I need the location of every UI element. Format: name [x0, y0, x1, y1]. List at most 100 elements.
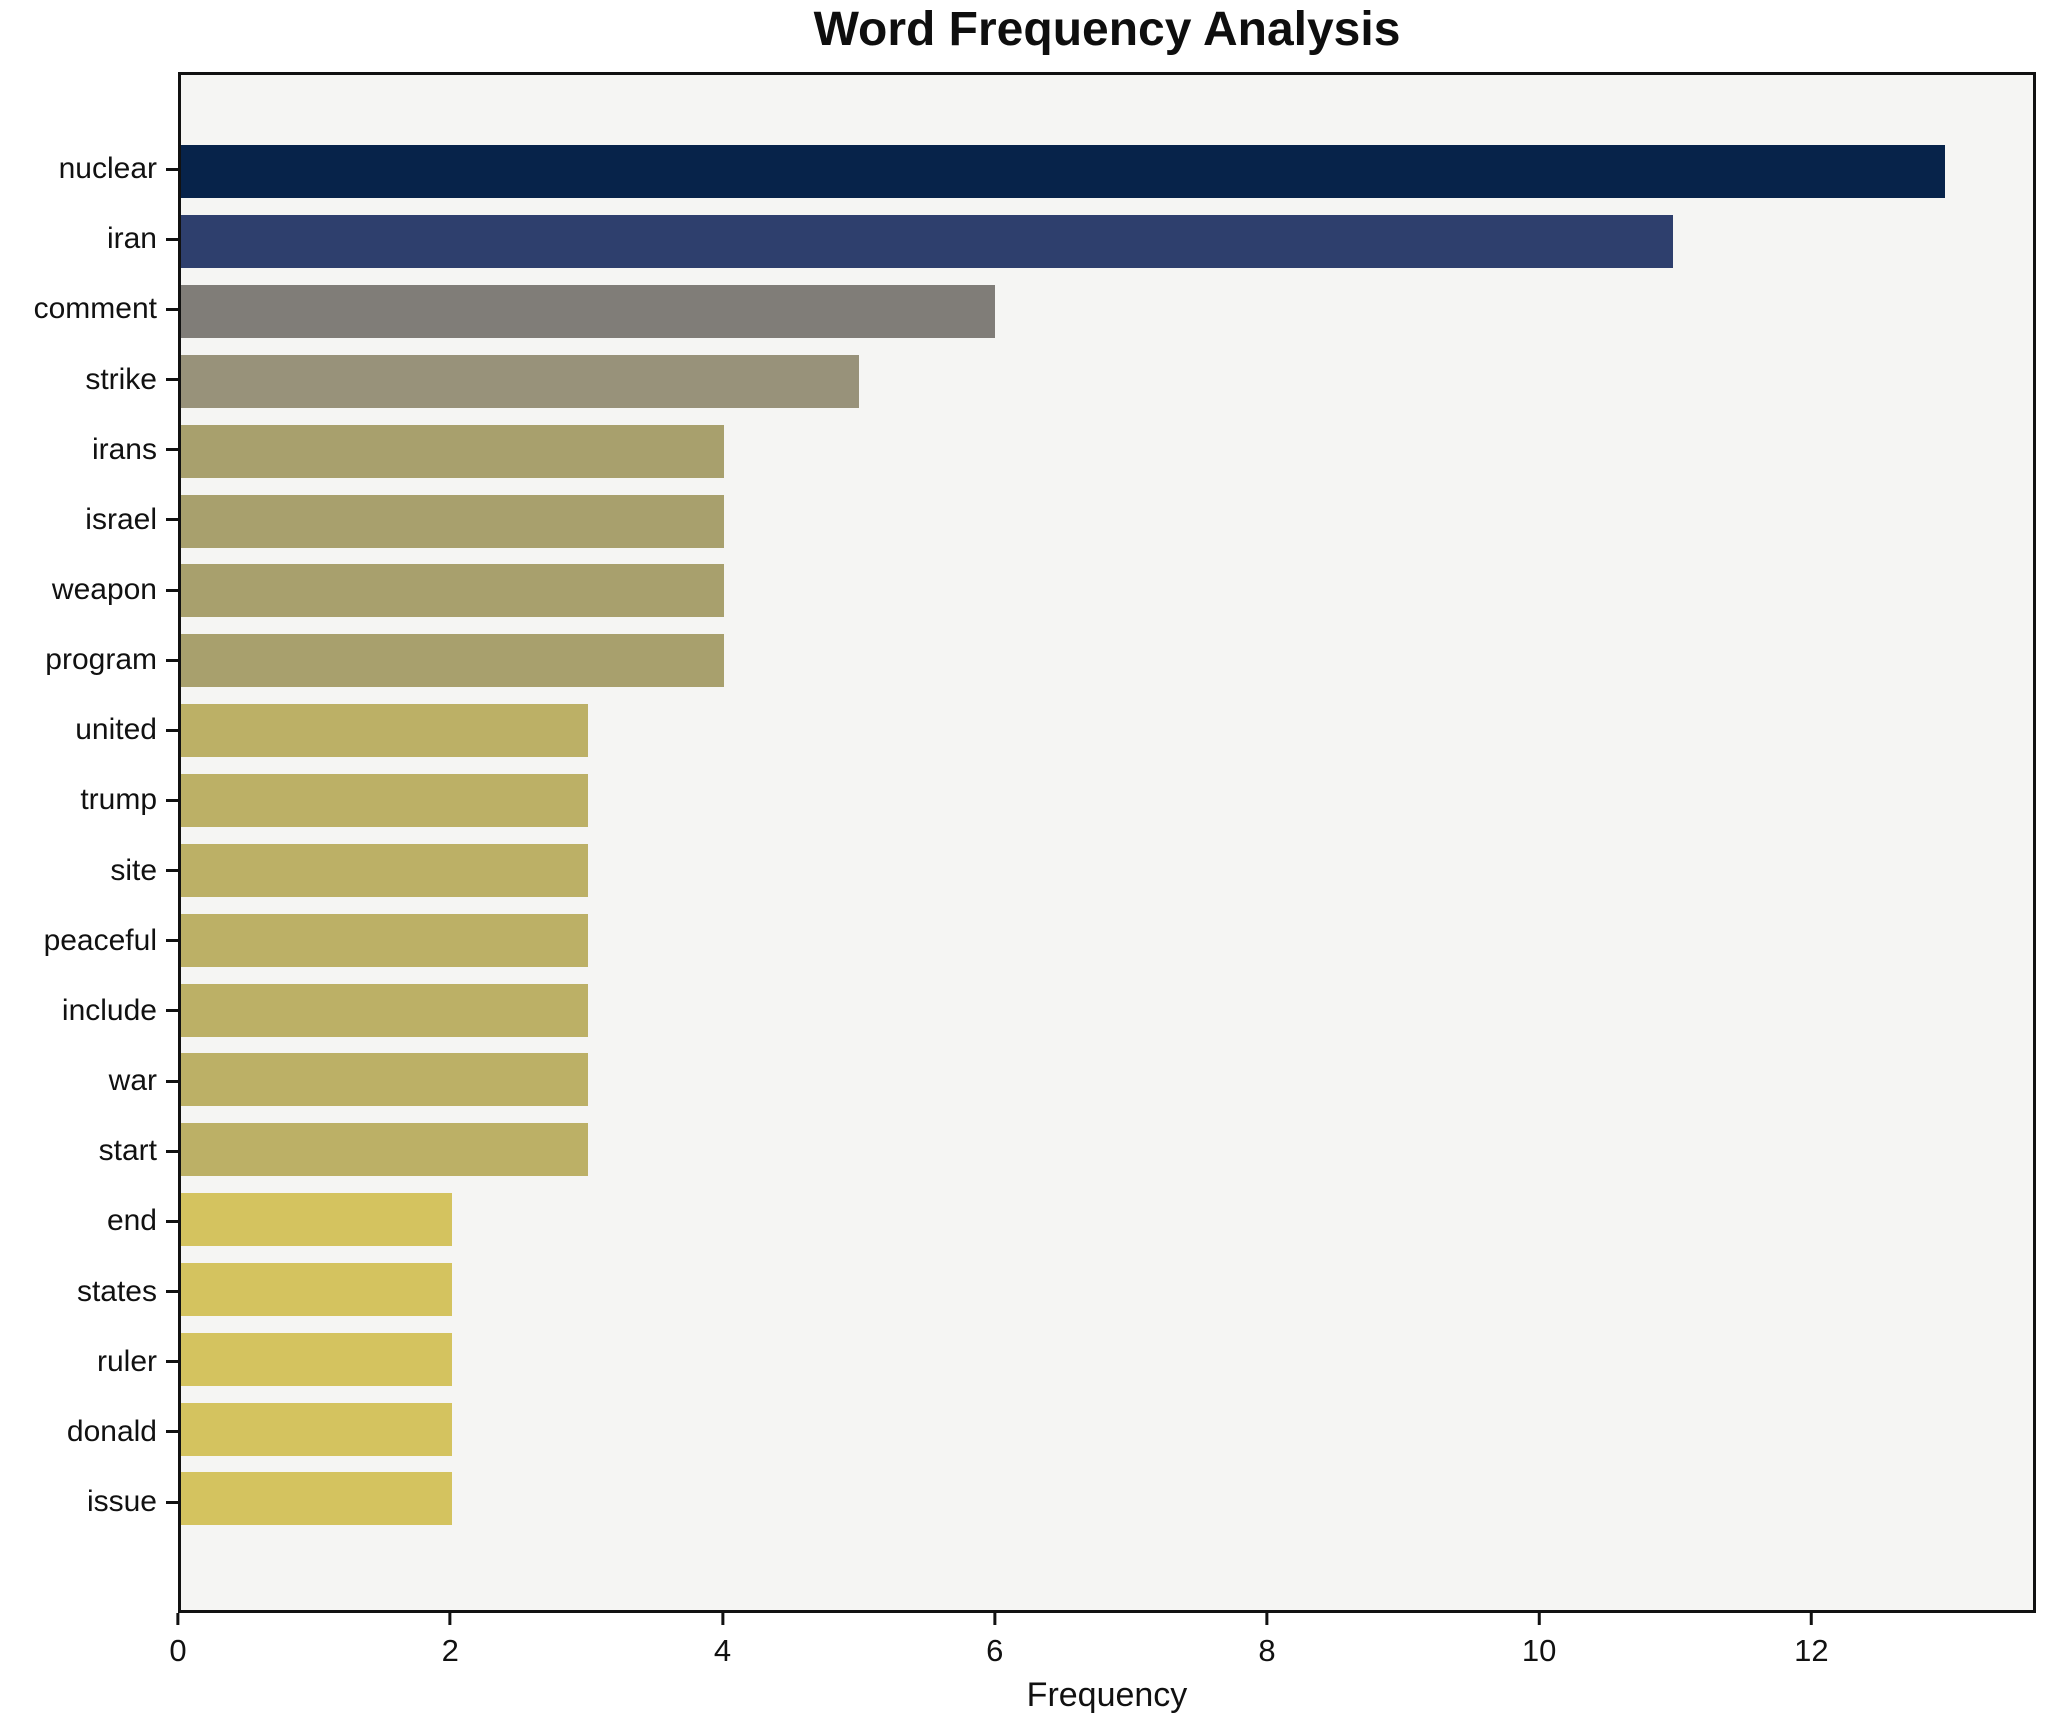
x-tick-label: 6 [986, 1633, 1004, 1668]
x-tick-label: 10 [1521, 1633, 1557, 1668]
bar-end [181, 1193, 453, 1247]
y-tick-mark [166, 518, 178, 522]
x-tick-10: 10 [1522, 1613, 1556, 1669]
bar-row [181, 975, 2033, 1045]
bar-row [181, 277, 2033, 347]
y-tick-row: iran [0, 204, 178, 274]
y-tick-mark [166, 1009, 178, 1013]
y-tick-label-states: states [76, 1274, 157, 1308]
y-tick-mark [166, 1149, 178, 1153]
y-tick-mark [166, 1360, 178, 1364]
y-tick-mark [166, 728, 178, 732]
y-tick-row: peaceful [0, 906, 178, 976]
bar-program [181, 634, 724, 688]
bar-row [181, 835, 2033, 905]
bar-row [181, 1045, 2033, 1115]
y-tick-mark [166, 939, 178, 943]
y-tick-label-nuclear: nuclear [58, 152, 157, 186]
x-tick-4: 4 [714, 1613, 731, 1669]
bar-issue [181, 1472, 453, 1526]
bar-united [181, 704, 589, 758]
y-tick-row: war [0, 1046, 178, 1116]
plot-rows [181, 75, 2033, 1610]
y-tick-row: israel [0, 485, 178, 555]
bar-start [181, 1123, 589, 1177]
bar-row [181, 696, 2033, 766]
bar-nuclear [181, 145, 1945, 199]
bar-row [181, 207, 2033, 277]
y-tick-mark [166, 1500, 178, 1504]
y-tick-mark [166, 307, 178, 311]
y-tick-row: include [0, 976, 178, 1046]
y-tick-label-strike: strike [85, 362, 157, 396]
y-tick-mark [166, 798, 178, 802]
y-tick-row: ruler [0, 1327, 178, 1397]
y-tick-mark [166, 1079, 178, 1083]
bar-ruler [181, 1332, 453, 1386]
y-tick-label-comment: comment [33, 292, 157, 326]
y-tick-label-iran: iran [106, 222, 157, 256]
bar-row [181, 556, 2033, 626]
y-tick-label-donald: donald [66, 1414, 157, 1448]
y-tick-mark [166, 1219, 178, 1223]
y-tick-row: states [0, 1257, 178, 1327]
y-tick-label-start: start [98, 1134, 157, 1168]
y-tick-mark [166, 588, 178, 592]
bar-row [181, 416, 2033, 486]
x-tick-6: 6 [986, 1613, 1003, 1669]
x-tick-label: 2 [441, 1633, 459, 1668]
bar-site [181, 843, 589, 897]
y-tick-row: issue [0, 1467, 178, 1537]
bar-israel [181, 494, 724, 548]
bar-row [181, 486, 2033, 556]
y-tick-row: site [0, 836, 178, 906]
y-tick-label-end: end [106, 1204, 157, 1238]
y-tick-label-united: united [75, 713, 157, 747]
x-tick-mark [448, 1613, 452, 1625]
y-tick-row: end [0, 1186, 178, 1256]
y-tick-label-site: site [110, 853, 157, 887]
y-tick-row: program [0, 625, 178, 695]
y-tick-mark [166, 448, 178, 452]
x-tick-label: 0 [169, 1633, 187, 1668]
y-tick-mark [166, 237, 178, 241]
bar-peaceful [181, 913, 589, 967]
y-tick-label-ruler: ruler [96, 1344, 157, 1378]
y-tick-label-israel: israel [85, 502, 157, 536]
y-tick-row: strike [0, 344, 178, 414]
bar-row [181, 626, 2033, 696]
x-tick-mark [720, 1613, 724, 1625]
x-tick-mark [1265, 1613, 1269, 1625]
y-tick-row: comment [0, 274, 178, 344]
y-tick-row: united [0, 695, 178, 765]
bar-irans [181, 424, 724, 478]
y-tick-label-war: war [108, 1064, 157, 1098]
y-tick-label-include: include [61, 993, 157, 1027]
bar-include [181, 983, 589, 1037]
x-tick-mark [993, 1613, 997, 1625]
bar-strike [181, 354, 860, 408]
bar-donald [181, 1402, 453, 1456]
x-tick-label: 4 [713, 1633, 732, 1668]
y-tick-label-peaceful: peaceful [43, 923, 157, 957]
y-tick-row: irans [0, 415, 178, 485]
bar-iran [181, 215, 1674, 269]
bar-weapon [181, 564, 724, 618]
x-tick-8: 8 [1258, 1613, 1276, 1669]
bar-comment [181, 285, 996, 339]
bar-row [181, 766, 2033, 836]
x-tick-0: 0 [169, 1613, 187, 1669]
x-tick-mark [176, 1613, 180, 1625]
x-axis-title: Frequency [1026, 1676, 1188, 1714]
bar-row [181, 1185, 2033, 1255]
y-axis-labels: nuclear iran comment strike irans israel weapo… [0, 72, 178, 1613]
chart-title: Word Frequency Analysis [813, 3, 1401, 56]
bar-row [181, 347, 2033, 417]
bar-row [181, 1394, 2033, 1464]
x-tick-mark [1537, 1613, 1541, 1625]
x-tick-12: 12 [1794, 1613, 1829, 1669]
y-tick-row: weapon [0, 555, 178, 625]
x-axis: 0 2 4 6 8 10 12 [169, 1613, 2036, 1683]
y-tick-row: start [0, 1116, 178, 1186]
